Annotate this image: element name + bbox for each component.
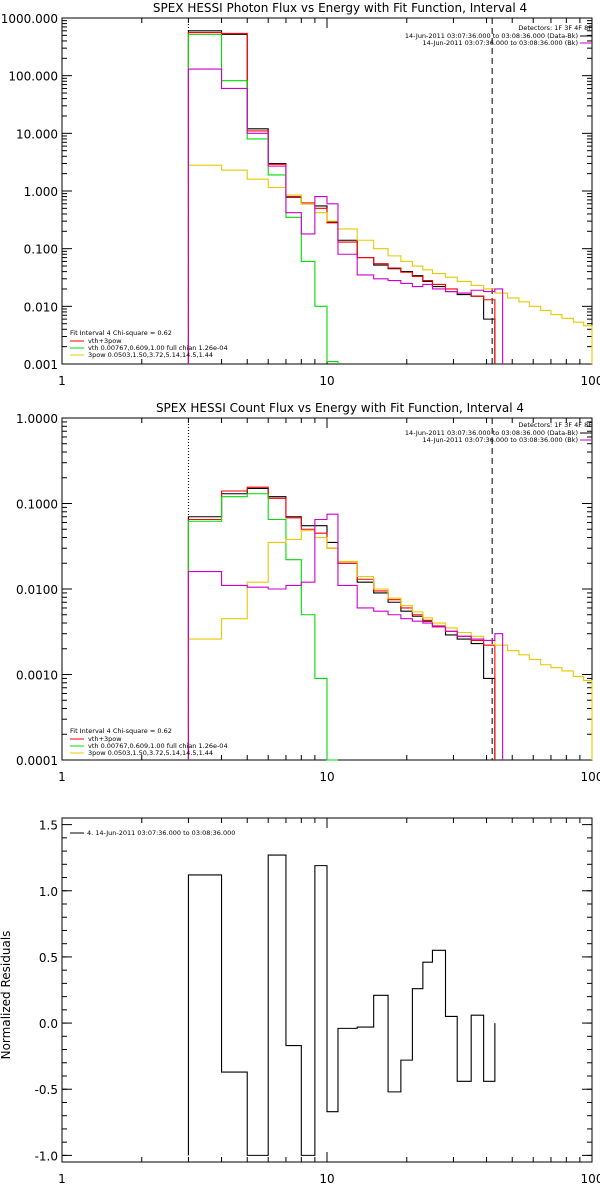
photon-ytick-label: 1000.000: [1, 12, 58, 26]
photon-ytick-label: 10.000: [16, 127, 58, 141]
photon-flux-panel: SPEX HESSI Photon Flux vs Energy with Fi…: [1, 1, 600, 388]
photon-fit-info: Fit Interval 4 Chi-square = 0.62: [70, 329, 172, 337]
count-xtick-label: 10: [319, 770, 334, 784]
count-legend-detectors: Detectors: 1F 3F 4F 8F: [518, 421, 592, 429]
residuals-ytick-label: -0.5: [35, 1083, 58, 1097]
count-xtick-label: 100: [581, 770, 600, 784]
residuals-ytick-label: 0.5: [39, 951, 58, 965]
count-flux-title: SPEX HESSI Count Flux vs Energy with Fit…: [156, 401, 524, 415]
count-legend-bk: 14-Jun-2011 03:07:36.000 to 03:08:36.000…: [423, 436, 578, 444]
residuals-legend: 4. 14-Jun-2011 03:07:36.000 to 03:08:36.…: [87, 829, 235, 837]
residuals-xtick-label: 100: [581, 1172, 600, 1186]
residuals-ylabel: Normalized Residuals: [0, 931, 13, 1060]
photon-legend-vth: vth 0.00767,0.609,1.00 full chian 1.26e-…: [88, 344, 228, 352]
photon-legend-bk: 14-Jun-2011 03:07:36.000 to 03:08:36.000…: [423, 39, 578, 47]
photon-legend-3pow: 3pow 0.0503,1.50,3.72,5.14,14.5,1.44: [88, 351, 213, 359]
photon-xtick-label: 1: [58, 374, 66, 388]
residuals-ytick-label: 0.0: [39, 1017, 58, 1031]
count-legend-3pow: 3pow 0.0503,1.50,3.72,5.14,14.5,1.44: [88, 749, 213, 757]
photon-flux-title: SPEX HESSI Photon Flux vs Energy with Fi…: [153, 1, 527, 15]
count-flux-panel: SPEX HESSI Count Flux vs Energy with Fit…: [16, 401, 600, 784]
count-series-data-bk: [187, 487, 496, 760]
count-legend-data-bk: 14-Jun-2011 03:07:36.000 to 03:08:36.000…: [405, 429, 578, 437]
photon-xtick-label: 100: [581, 374, 600, 388]
residuals-panel: Normalized Residuals 1 10 100 -1.0 -0.5 0.0 0.…: [0, 817, 600, 1186]
photon-legend-data-bk: 14-Jun-2011 03:07:36.000 to 03:08:36.000…: [405, 32, 578, 40]
residuals-series-4-14-jun-2011-03-07-36-000-to-03-08-36-000: [187, 854, 496, 1156]
count-ytick-label: 0.0010: [16, 669, 58, 683]
photon-series-vth-3pow: [187, 31, 496, 364]
photon-legend-vth3pow: vth+3pow: [88, 337, 122, 345]
count-ytick-label: 0.1000: [16, 498, 58, 512]
count-ytick-label: 0.0001: [16, 754, 58, 768]
residuals-ytick-label: 1.0: [39, 885, 58, 899]
count-xtick-label: 1: [58, 770, 66, 784]
count-series-vth: [187, 493, 338, 761]
count-fit-info: Fit Interval 4 Chi-square = 0.62: [70, 727, 172, 735]
photon-ytick-label: 1.000: [24, 185, 58, 199]
count-ytick-label: 0.0100: [16, 583, 58, 597]
count-series-vth-3pow: [187, 486, 496, 760]
photon-xtick-label: 10: [319, 374, 334, 388]
count-legend-vth: vth 0.00767,0.609,1.00 full chian 1.26e-…: [88, 742, 228, 750]
count-ytick-label: 1.0000: [16, 412, 58, 426]
photon-series-bk: [187, 68, 504, 364]
photon-series-3pow: [187, 164, 593, 364]
residuals-xtick-label: 1: [58, 1172, 66, 1186]
residuals-ytick-label: -1.0: [35, 1149, 58, 1163]
photon-ytick-label: 100.000: [8, 70, 58, 84]
photon-ytick-label: 0.001: [24, 358, 58, 372]
residuals-xtick-label: 10: [319, 1172, 334, 1186]
photon-series-vth: [187, 33, 339, 364]
residuals-ytick-label: 1.5: [39, 819, 58, 833]
count-series-3pow: [187, 530, 593, 760]
photon-ytick-label: 0.100: [24, 243, 58, 257]
count-series-bk: [187, 513, 504, 760]
photon-ytick-label: 0.010: [24, 300, 58, 314]
photon-legend-detectors: Detectors: 1F 3F 4F 8F: [518, 24, 592, 32]
count-legend-vth3pow: vth+3pow: [88, 735, 122, 743]
